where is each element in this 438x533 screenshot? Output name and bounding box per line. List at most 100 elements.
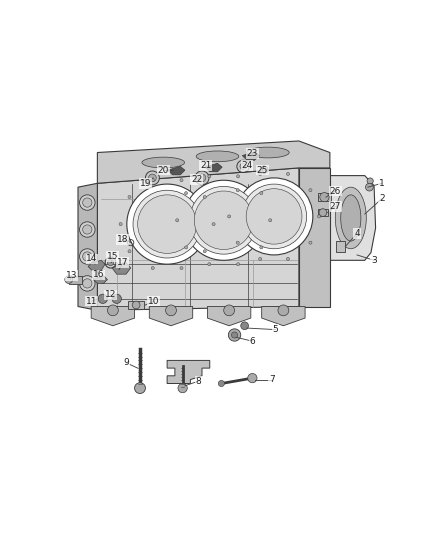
- Text: 24: 24: [241, 161, 253, 170]
- Text: 7: 7: [269, 375, 275, 384]
- Circle shape: [180, 266, 183, 270]
- Circle shape: [178, 384, 187, 393]
- Circle shape: [248, 374, 257, 383]
- Polygon shape: [318, 193, 331, 201]
- Text: 26: 26: [330, 187, 341, 196]
- Circle shape: [132, 301, 140, 309]
- Text: 21: 21: [200, 161, 212, 170]
- Circle shape: [112, 294, 121, 303]
- Text: 17: 17: [117, 258, 129, 267]
- Circle shape: [203, 196, 206, 198]
- Polygon shape: [112, 263, 131, 274]
- Circle shape: [184, 180, 264, 260]
- Circle shape: [320, 192, 329, 202]
- Circle shape: [80, 222, 95, 237]
- Circle shape: [107, 305, 118, 316]
- Polygon shape: [336, 241, 346, 252]
- Circle shape: [151, 179, 154, 182]
- Text: 13: 13: [66, 271, 78, 280]
- Circle shape: [237, 160, 249, 173]
- Ellipse shape: [336, 187, 366, 249]
- Circle shape: [190, 187, 258, 254]
- Circle shape: [309, 189, 312, 192]
- Circle shape: [208, 175, 211, 178]
- Polygon shape: [330, 175, 376, 260]
- Circle shape: [83, 225, 92, 234]
- Polygon shape: [261, 306, 305, 326]
- Circle shape: [176, 219, 179, 222]
- Text: 20: 20: [158, 166, 169, 175]
- Circle shape: [241, 322, 248, 329]
- Circle shape: [80, 195, 95, 210]
- Polygon shape: [97, 168, 299, 310]
- Circle shape: [127, 184, 208, 264]
- Text: 8: 8: [195, 377, 201, 386]
- Circle shape: [195, 171, 209, 185]
- Circle shape: [237, 263, 240, 266]
- Circle shape: [260, 191, 263, 195]
- Circle shape: [203, 250, 206, 253]
- Circle shape: [318, 215, 321, 218]
- Circle shape: [180, 179, 183, 182]
- Circle shape: [228, 329, 241, 341]
- Circle shape: [319, 209, 327, 216]
- Polygon shape: [168, 166, 185, 175]
- Text: 23: 23: [247, 149, 258, 158]
- Polygon shape: [91, 306, 134, 326]
- Text: 14: 14: [86, 254, 98, 263]
- Circle shape: [145, 171, 159, 185]
- Text: 15: 15: [107, 252, 119, 261]
- Circle shape: [128, 196, 131, 198]
- Circle shape: [241, 184, 307, 249]
- Circle shape: [286, 257, 290, 261]
- Text: 1: 1: [379, 179, 385, 188]
- Circle shape: [151, 266, 154, 270]
- Circle shape: [83, 279, 92, 288]
- Text: 27: 27: [330, 202, 341, 211]
- Circle shape: [231, 332, 238, 338]
- Circle shape: [236, 241, 239, 244]
- Circle shape: [224, 305, 235, 316]
- Circle shape: [134, 383, 145, 393]
- Circle shape: [278, 305, 289, 316]
- Circle shape: [235, 178, 313, 255]
- Polygon shape: [205, 163, 222, 172]
- Text: 6: 6: [250, 337, 255, 346]
- Circle shape: [260, 246, 263, 249]
- Polygon shape: [260, 166, 268, 174]
- Polygon shape: [88, 260, 105, 270]
- Circle shape: [166, 305, 177, 316]
- Circle shape: [246, 189, 302, 244]
- Polygon shape: [93, 276, 107, 284]
- Text: 3: 3: [371, 256, 377, 265]
- Text: 11: 11: [86, 297, 98, 305]
- Polygon shape: [97, 141, 330, 183]
- Polygon shape: [69, 276, 82, 284]
- Circle shape: [65, 276, 73, 284]
- Circle shape: [208, 263, 211, 266]
- Circle shape: [148, 174, 156, 182]
- Text: 19: 19: [140, 179, 151, 188]
- Polygon shape: [149, 306, 193, 326]
- Text: 5: 5: [273, 325, 279, 334]
- Circle shape: [138, 195, 197, 253]
- Circle shape: [198, 174, 206, 182]
- Circle shape: [184, 191, 187, 195]
- Circle shape: [107, 260, 113, 265]
- Text: 12: 12: [105, 290, 116, 300]
- Circle shape: [309, 241, 312, 244]
- Text: 25: 25: [257, 166, 268, 175]
- Circle shape: [128, 250, 131, 253]
- Text: 22: 22: [191, 175, 202, 184]
- Circle shape: [80, 276, 95, 291]
- Ellipse shape: [196, 151, 239, 161]
- Circle shape: [212, 223, 215, 225]
- Text: 9: 9: [123, 358, 129, 367]
- Circle shape: [184, 246, 187, 249]
- Circle shape: [286, 172, 290, 175]
- Circle shape: [236, 189, 239, 192]
- Circle shape: [133, 190, 201, 258]
- Circle shape: [83, 198, 92, 207]
- Circle shape: [228, 215, 231, 218]
- Circle shape: [119, 223, 122, 225]
